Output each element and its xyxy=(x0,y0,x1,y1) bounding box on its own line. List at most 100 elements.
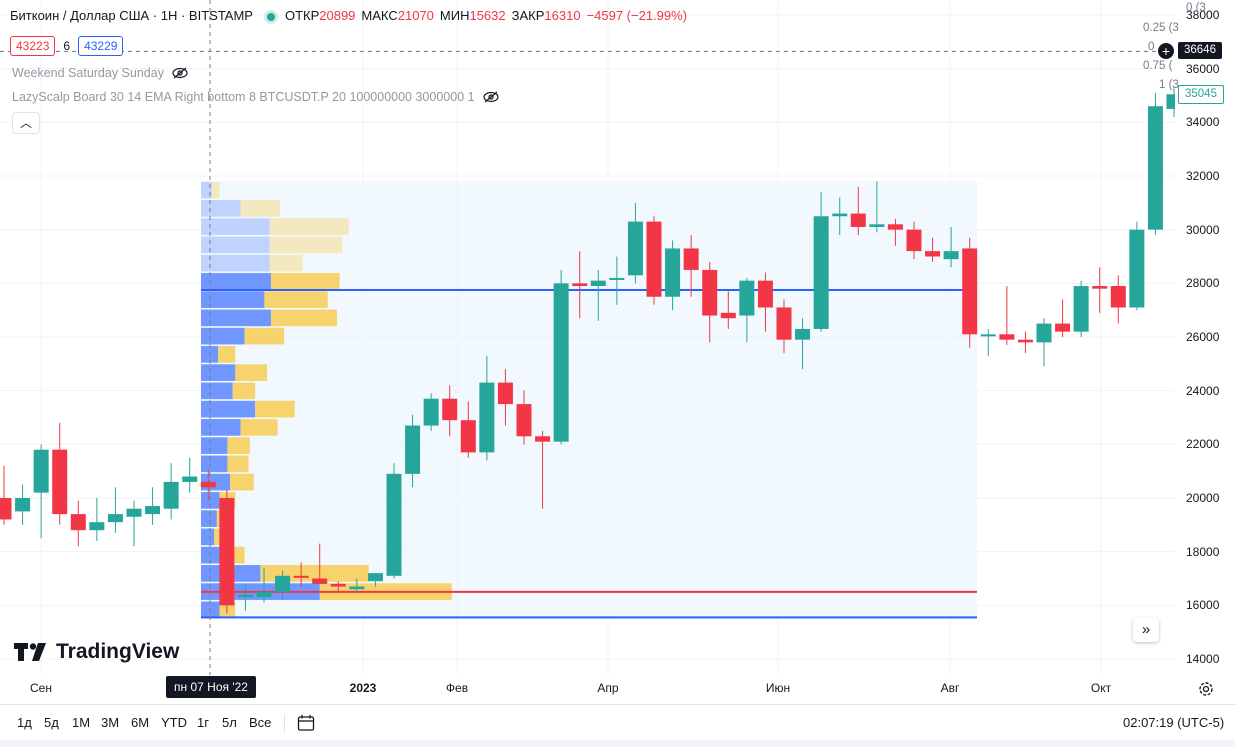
candle-body xyxy=(1055,323,1071,332)
candle xyxy=(776,299,792,354)
collapse-legend-button[interactable]: ︿ xyxy=(12,112,40,134)
eye-hidden-icon[interactable] xyxy=(482,91,499,103)
toolbar-divider xyxy=(284,714,285,732)
candle-body xyxy=(405,425,421,474)
range-6m-button[interactable]: 6М xyxy=(131,715,150,730)
volume-profile-row-value xyxy=(269,236,343,254)
candle-body xyxy=(107,514,123,523)
volume-profile-row-value xyxy=(269,254,303,272)
price-tick: 32000 xyxy=(1186,169,1220,183)
range-1d-button[interactable]: 1д xyxy=(17,715,32,730)
candle xyxy=(925,237,941,262)
spread-value: 6 xyxy=(63,39,71,53)
indicator-lazyscalp[interactable]: LazyScalp Board 30 14 EMA Right bottom 8… xyxy=(12,90,499,104)
time-tick: Окт xyxy=(1090,681,1112,695)
scroll-to-realtime-button[interactable]: » xyxy=(1133,618,1159,642)
candle xyxy=(795,318,811,370)
candle xyxy=(275,570,291,600)
time-tick: Фев xyxy=(445,681,469,695)
volume-profile-row-value xyxy=(211,181,220,199)
fib-label-0: 0 (3 xyxy=(1186,2,1206,14)
time-tick: Авг xyxy=(940,681,960,695)
volume-profile-bars xyxy=(201,181,452,619)
volume-profile-row xyxy=(201,236,270,254)
volume-profile-row-value xyxy=(227,455,249,473)
candle xyxy=(1110,275,1126,324)
candle-body xyxy=(386,473,402,576)
volume-profile-row xyxy=(201,218,270,235)
candle xyxy=(182,457,198,493)
price-tick: 28000 xyxy=(1186,276,1220,291)
candle xyxy=(572,251,588,319)
volume-profile-row xyxy=(201,309,271,327)
candle-body xyxy=(739,280,755,316)
candle xyxy=(665,240,681,311)
candle-body xyxy=(237,594,253,598)
double-chevron-right-icon: » xyxy=(1141,621,1151,638)
range-5d-button[interactable]: 5д xyxy=(44,715,59,730)
candle xyxy=(1073,280,1089,338)
candle-body xyxy=(1147,106,1163,230)
fib-label-025: 0.25 (3 xyxy=(1143,22,1179,34)
candle xyxy=(980,328,996,356)
time-tick: 2023 xyxy=(349,681,377,695)
candle xyxy=(1166,87,1175,117)
candle-body xyxy=(219,498,235,606)
clock-timezone[interactable]: 02:07:19 (UTC-5) xyxy=(1123,715,1225,730)
candle-body xyxy=(33,449,49,493)
market-status-icon xyxy=(266,12,275,21)
range-1m-button[interactable]: 1М xyxy=(72,715,91,730)
low-value: 15632 xyxy=(469,8,506,23)
indicator-weekend[interactable]: Weekend Saturday Sunday xyxy=(12,66,188,80)
tradingview-logo[interactable]: TradingView xyxy=(14,640,179,664)
candles xyxy=(0,87,1175,614)
add-alert-plus-icon[interactable]: + xyxy=(1158,43,1174,59)
candle-body xyxy=(126,508,142,517)
eye-hidden-icon[interactable] xyxy=(172,67,188,79)
gear-icon[interactable] xyxy=(1197,680,1215,698)
volume-profile-row-value xyxy=(235,364,267,381)
chart-canvas[interactable] xyxy=(0,0,1175,675)
high-label: МАКС xyxy=(361,8,398,23)
volume-profile-row-value xyxy=(227,437,250,454)
candle xyxy=(516,390,532,445)
candle xyxy=(627,202,643,284)
sell-price-button[interactable]: 43223 xyxy=(10,36,56,56)
candle xyxy=(813,192,829,332)
candle-body xyxy=(590,280,606,287)
volume-profile-row xyxy=(201,419,241,436)
symbol-title[interactable]: Биткоин / Доллар США · 1Н · BITSTAMP xyxy=(10,8,253,23)
volume-profile-row xyxy=(201,546,224,564)
range-all-button[interactable]: Все xyxy=(249,715,272,730)
candle xyxy=(646,216,662,305)
volume-profile-row-value xyxy=(264,291,328,308)
order-price-boxes: 43223 6 43229 xyxy=(10,36,124,56)
candle xyxy=(15,484,31,525)
volume-profile-row-value xyxy=(219,601,236,619)
price-scale[interactable]: 38000 36000 34000 32000 30000 28000 26000 24000… xyxy=(1175,0,1235,675)
candle xyxy=(405,414,421,488)
time-axis[interactable]: Сен 2023 Фев Апр Июн Авг Окт xyxy=(0,675,1235,700)
fib-label-05: 0 xyxy=(1148,41,1155,53)
range-5y-button[interactable]: 5л xyxy=(222,715,237,730)
range-1y-button[interactable]: 1г xyxy=(197,715,209,730)
chart-pane[interactable]: Биткоин / Доллар США · 1Н · BITSTAMP ОТКР… xyxy=(0,0,1175,675)
calendar-range-icon[interactable] xyxy=(297,714,315,732)
candle-body xyxy=(312,578,328,584)
candle xyxy=(460,401,476,458)
price-tick: 24000 xyxy=(1186,383,1220,398)
price-tick: 26000 xyxy=(1186,330,1220,344)
range-3m-button[interactable]: 3М xyxy=(101,715,120,730)
volume-profile-row-value xyxy=(240,200,281,217)
candle-body xyxy=(813,216,829,329)
candle xyxy=(423,393,439,431)
candle-body xyxy=(627,221,643,276)
range-ytd-button[interactable]: YTD xyxy=(161,715,187,730)
volume-profile-row xyxy=(201,400,256,418)
candle xyxy=(553,269,569,445)
candle xyxy=(609,256,625,305)
buy-price-button[interactable]: 43229 xyxy=(78,36,124,56)
candle-body xyxy=(925,251,941,257)
candle xyxy=(497,369,513,426)
volume-profile-row xyxy=(201,364,236,381)
